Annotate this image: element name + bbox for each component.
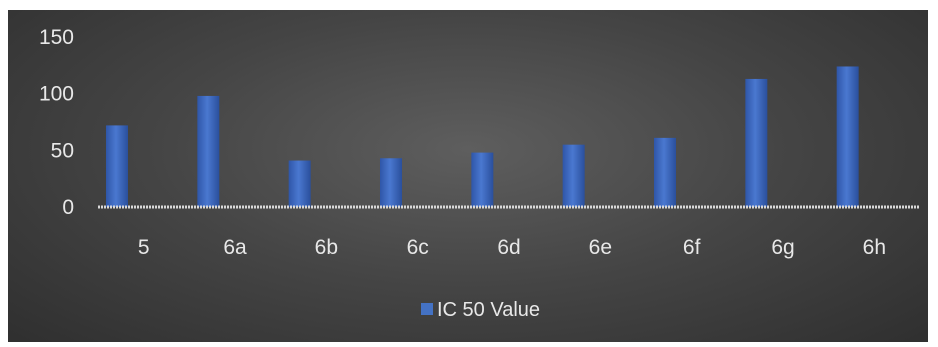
bar bbox=[562, 144, 585, 207]
bar bbox=[471, 152, 494, 207]
x-tick-label: 6f bbox=[683, 236, 701, 259]
y-tick-label: 100 bbox=[39, 83, 74, 106]
x-tick-label: 6c bbox=[407, 236, 429, 259]
y-axis-labels: 0 50 100 150 bbox=[39, 26, 74, 219]
bar bbox=[380, 158, 402, 207]
x-tick-label: 6b bbox=[315, 236, 338, 259]
y-tick-label: 50 bbox=[51, 139, 74, 162]
bar bbox=[745, 78, 768, 207]
x-tick-label: 6a bbox=[223, 236, 247, 259]
chart-area: 0 50 100 150 5 6a 6b 6c 6d 6e 6f 6g 6h IC 50 Value bbox=[8, 10, 928, 342]
x-tick-label: 6d bbox=[497, 236, 520, 259]
y-tick-label: 0 bbox=[62, 196, 74, 219]
x-axis-labels: 5 6a 6b 6c 6d 6e 6f 6g 6h bbox=[138, 236, 886, 259]
x-tick-label: 6g bbox=[771, 236, 794, 259]
bar bbox=[288, 160, 311, 207]
x-tick-label: 6h bbox=[863, 236, 886, 259]
bar-chart: 0 50 100 150 5 6a 6b 6c 6d 6e 6f 6g 6h IC 50 Value bbox=[39, 26, 920, 321]
x-tick-label: 5 bbox=[138, 236, 150, 259]
bar bbox=[836, 66, 859, 207]
bar bbox=[106, 125, 128, 207]
bar bbox=[654, 137, 676, 207]
y-tick-label: 150 bbox=[39, 26, 74, 49]
bar-series bbox=[106, 66, 859, 207]
x-tick-label: 6e bbox=[589, 236, 612, 259]
legend: IC 50 Value bbox=[421, 299, 540, 321]
bar bbox=[197, 95, 220, 207]
legend-swatch bbox=[421, 303, 433, 315]
legend-label: IC 50 Value bbox=[437, 299, 540, 321]
